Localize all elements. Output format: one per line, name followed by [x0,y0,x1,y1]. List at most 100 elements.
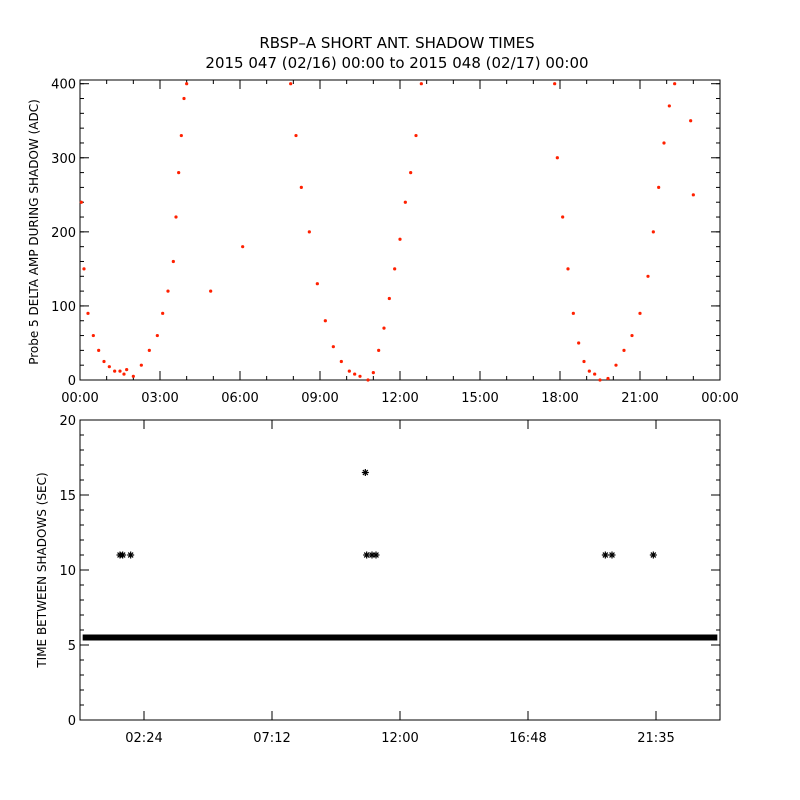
data-point [662,141,666,145]
data-point [307,230,311,234]
y-tick-label: 20 [59,414,76,429]
data-point [361,469,369,476]
data-point [393,267,397,271]
bottom-plot-panel: 02:24 07:12 12:00 16:48 21:35 0 5 10 15 20 TIME B… [35,414,721,746]
bottom-data-points [82,469,718,641]
data-point [571,311,575,315]
x-tick-label: 07:12 [253,731,290,746]
data-point [419,82,423,86]
data-point [209,289,213,293]
y-tick-label: 300 [51,152,76,167]
data-point [403,200,407,204]
data-point [657,185,661,190]
y-tick-label: 0 [68,714,76,729]
data-point [598,378,602,382]
x-tick-label: 03:00 [141,391,178,406]
data-point [582,359,586,364]
y-tick-label: 0 [68,374,76,389]
chart-title-line1: RBSP–A SHORT ANT. SHADOW TIMES [259,34,534,52]
data-point [179,133,183,138]
data-point [606,376,610,381]
data-point [86,311,90,315]
data-point [667,104,671,108]
x-tick-label: 06:00 [221,391,258,406]
data-point [689,119,693,123]
data-point [409,170,413,175]
data-point [651,230,655,234]
data-point [646,274,650,278]
data-point [174,215,178,219]
data-point [593,372,597,376]
data-point [315,282,319,286]
data-point [107,365,111,369]
x-tick-label: 15:00 [461,391,498,406]
data-point [102,359,106,364]
x-tick-label: 00:00 [701,391,738,406]
data-point [673,82,677,86]
data-point [91,333,95,338]
data-point [561,215,565,219]
data-point [155,333,159,338]
x-tick-label: 12:00 [381,731,418,746]
data-point [113,369,117,373]
data-point [166,289,170,293]
y-tick-label: 15 [59,489,76,504]
bottom-y-axis-label: TIME BETWEEN SHADOWS (SEC) [35,472,49,668]
data-point [241,245,245,249]
x-tick-label: 21:35 [637,731,674,746]
data-point [638,311,642,315]
y-tick-label: 200 [51,226,76,241]
data-point [622,348,626,352]
data-point [177,170,181,175]
data-point [366,378,370,382]
data-point [553,82,557,86]
bottom-plot-frame [79,419,721,721]
data-point [118,369,122,373]
x-tick-label: 21:00 [621,391,658,406]
y-tick-label: 5 [68,639,76,654]
data-point [131,374,135,378]
data-point [566,267,570,271]
top-plot-panel: 00:00 03:00 06:00 09:00 12:00 15:00 18:00 21:00… [27,78,739,406]
data-point [79,200,83,204]
data-point [614,363,618,367]
data-point [161,311,165,315]
data-point [185,82,189,86]
data-point [119,551,127,559]
data-point [289,82,293,86]
data-point [182,96,186,101]
data-point [387,296,391,301]
chart-title-line2: 2015 047 (02/16) 00:00 to 2015 048 (02/1… [205,54,588,72]
x-tick-label: 18:00 [541,391,578,406]
data-point [299,185,303,190]
bottom-axes: 02:24 07:12 12:00 16:48 21:35 0 5 10 15 20 [59,414,720,746]
top-data-points [79,82,695,382]
data-point [372,551,380,559]
data-point [691,193,695,197]
data-point [97,348,101,352]
data-point [377,348,381,352]
top-axes: 00:00 03:00 06:00 09:00 12:00 15:00 18:00 21:00… [51,78,739,406]
data-point [147,348,151,352]
data-point [577,341,581,345]
data-point [382,326,386,330]
data-point [414,133,418,138]
data-point [358,374,362,378]
x-tick-label: 12:00 [381,391,418,406]
data-point [122,372,126,376]
data-point [82,267,86,271]
data-point [649,551,657,559]
data-point [127,551,135,559]
baseline-points [82,634,718,641]
data-point [555,156,559,160]
data-point [171,259,175,264]
y-tick-label: 400 [51,78,76,93]
x-tick-label: 02:24 [125,731,162,746]
y-tick-label: 10 [59,564,76,579]
data-point [323,319,327,323]
data-point [125,368,129,372]
data-point [347,369,351,373]
data-point [608,551,616,559]
x-tick-label: 09:00 [301,391,338,406]
